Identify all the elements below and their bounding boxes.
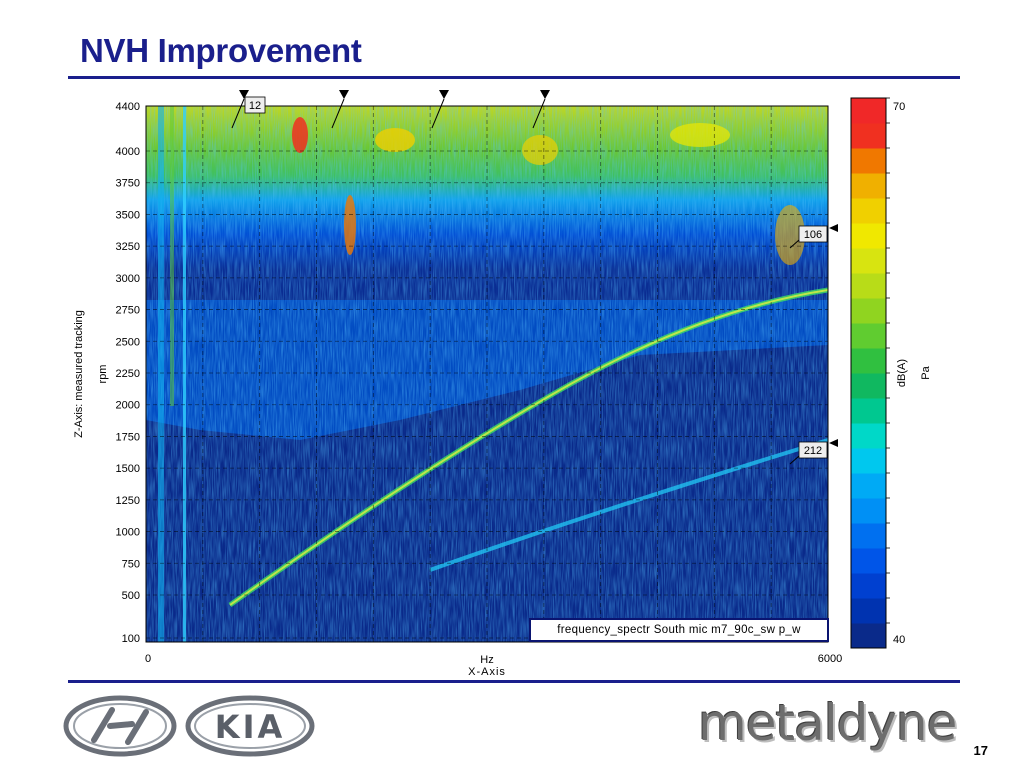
y-tick-label: 1000 xyxy=(116,527,140,539)
colorbar-swatch xyxy=(851,398,886,424)
colorbar-swatch xyxy=(851,373,886,399)
colorbar-swatch xyxy=(851,123,886,149)
colorbar-swatch xyxy=(851,248,886,274)
series-legend: frequency_spectr South mic m7_90c_sw p_w xyxy=(529,618,829,642)
right-marker-triangle[interactable] xyxy=(829,224,838,232)
right-marker-label: 212 xyxy=(804,445,822,457)
colorbar-swatch xyxy=(851,423,886,449)
colorbar-swatch xyxy=(851,273,886,299)
y-tick-label: 3250 xyxy=(116,241,140,253)
y-tick-label: 2250 xyxy=(116,368,140,380)
title-rule xyxy=(68,76,960,79)
colorbar-swatch xyxy=(851,548,886,574)
right-marker-label-box xyxy=(798,225,828,243)
top-marker-triangle[interactable] xyxy=(540,90,550,99)
colorbar-swatch xyxy=(851,498,886,524)
colorbar-swatch xyxy=(851,223,886,249)
colorbar-swatch xyxy=(851,148,886,174)
top-markers: 12 xyxy=(231,90,550,129)
y-tick-label: 2750 xyxy=(116,305,140,317)
x-axis-label: X-Axis xyxy=(468,666,506,678)
colorbar-min-label: 40 xyxy=(893,634,905,646)
top-marker-triangle[interactable] xyxy=(439,90,449,99)
colorbar-swatch xyxy=(851,173,886,199)
heatmap-field xyxy=(146,106,828,642)
colorbar-swatch xyxy=(851,298,886,324)
x-axis-ticks: 0 6000 xyxy=(145,653,842,665)
colorbar-swatch xyxy=(851,98,886,124)
top-marker-triangle[interactable] xyxy=(339,90,349,99)
y-tick-label: 4400 xyxy=(116,101,140,113)
colorbar-unit: Pa xyxy=(920,365,932,379)
y-tick-label: 3750 xyxy=(116,178,140,190)
colorbar-label: dB(A) xyxy=(896,359,908,387)
colorbar-swatch xyxy=(851,523,886,549)
y-axis-ticks: 100 500 750 1000 1250 1500 1750 2000 2250 2500 275… xyxy=(116,101,140,645)
colorbar xyxy=(851,97,890,649)
colorbar-swatch xyxy=(851,623,886,649)
top-marker-leader xyxy=(532,98,546,129)
top-marker-leader xyxy=(231,98,245,129)
colorbar-swatch xyxy=(851,573,886,599)
y-tick-label: 100 xyxy=(122,633,140,645)
x-axis-unit: Hz xyxy=(480,654,493,666)
y-tick-label: 3500 xyxy=(116,209,140,221)
top-marker-triangle[interactable] xyxy=(239,90,249,99)
x-tick-label: 0 xyxy=(145,653,151,665)
y-tick-label: 2000 xyxy=(116,400,140,412)
colorbar-swatch xyxy=(851,323,886,349)
y-tick-label: 1750 xyxy=(116,431,140,443)
metaldyne-logo: metaldyne xyxy=(698,694,957,752)
footer-rule xyxy=(68,680,960,683)
top-marker-leader xyxy=(331,98,345,129)
y-tick-label: 3000 xyxy=(116,273,140,285)
right-marker-leader xyxy=(789,239,800,249)
top-marker-leader xyxy=(431,98,445,129)
right-marker-triangle[interactable] xyxy=(829,439,838,447)
kia-text: KIA xyxy=(215,708,285,746)
colorbar-max-label: 70 xyxy=(893,101,905,113)
page-title: NVH Improvement xyxy=(80,32,362,69)
x-tick-label: 6000 xyxy=(818,653,842,665)
right-marker-label: 106 xyxy=(804,229,822,241)
hyundai-kia-logo: KIA xyxy=(63,695,315,757)
y-tick-label: 1500 xyxy=(116,463,140,475)
hot-spots xyxy=(292,117,805,265)
right-marker-label-box xyxy=(798,441,828,459)
right-marker-leader xyxy=(789,455,800,465)
y-axis-label: Z-Axis: measured tracking xyxy=(73,310,85,438)
y-tick-label: 750 xyxy=(122,558,140,570)
top-marker-label: 12 xyxy=(249,100,261,112)
colorbar-swatch xyxy=(851,473,886,499)
colorbar-swatch xyxy=(851,598,886,624)
plot-grid xyxy=(146,105,828,642)
plot-frame xyxy=(145,105,829,643)
y-tick-label: 2500 xyxy=(116,336,140,348)
y-tick-label: 4000 xyxy=(116,146,140,158)
colorbar-swatch xyxy=(851,448,886,474)
right-markers: 106 212 xyxy=(789,224,838,465)
top-marker-label-box xyxy=(244,96,266,114)
colorbar-swatch xyxy=(851,348,886,374)
slide-number: 17 xyxy=(973,743,988,758)
colorbar-frame xyxy=(850,97,887,649)
y-tick-label: 500 xyxy=(122,590,140,602)
colorbar-swatch xyxy=(851,198,886,224)
y-axis-unit: rpm xyxy=(97,365,109,384)
y-tick-label: 1250 xyxy=(116,495,140,507)
